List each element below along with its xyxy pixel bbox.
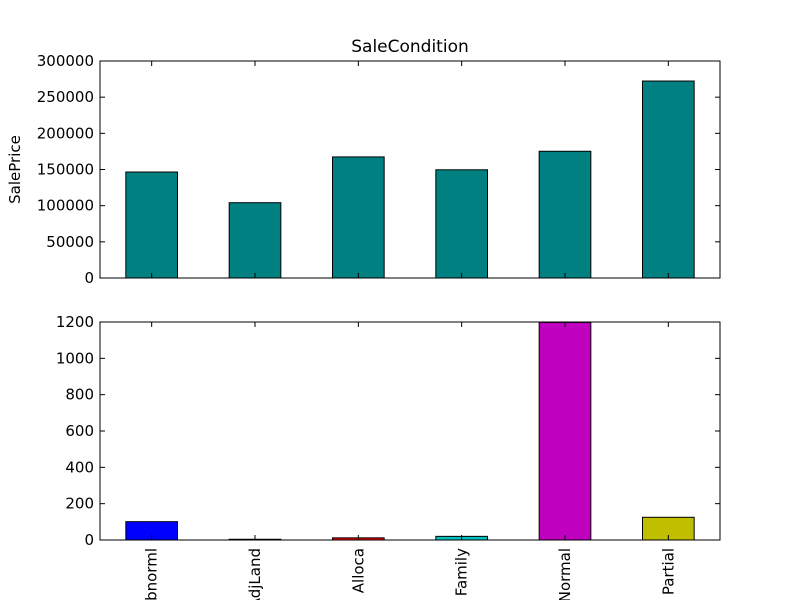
y-tick-label: 200000 [37,124,94,142]
y-tick-label: 1000 [56,349,94,367]
bar-alloca [332,156,385,279]
y-tick-label: 250000 [37,88,94,106]
y-tick-label: 600 [65,422,94,440]
chart-title: SaleCondition [351,37,469,57]
y-tick-label: 0 [84,531,94,549]
y-tick-label: 300000 [37,52,94,70]
y-tick-label: 1200 [56,313,94,331]
bar-abnorml [125,171,179,279]
bar-partial [642,80,695,279]
bar-normal [538,321,592,541]
bar-normal [538,150,592,279]
y-tick-label: 200 [65,495,94,513]
y-axis-label: SalePrice [6,135,24,204]
chart-panel-1: 0 50000 100000 150000 200000 250000 300000 Sale… [6,37,721,287]
y-tick-label: 400 [65,458,94,476]
x-tick-label-family: Family [453,548,471,596]
bar-family [435,169,489,279]
bar-adjland [228,202,282,279]
y-tick-label: 50000 [46,233,94,251]
y-tick-label: 100000 [37,197,94,215]
plot-frame [99,321,721,541]
x-tick-label-partial: Partial [659,548,677,595]
x-tick-label-adjland: AdjLand [246,548,264,600]
y-tick-label: 0 [84,269,94,287]
y-tick-label: 150000 [37,161,94,179]
x-tick-label-normal: Normal [556,548,574,600]
chart-panel-2: 0 200 400 600 800 1000 1200 Abnorml AdjLand Alloc… [56,313,721,604]
x-tick-label-abnorml: Abnorml [143,548,161,600]
x-tick-label-alloca: Alloca [349,548,367,593]
y-tick-label: 800 [65,386,94,404]
plot-frame [99,60,721,279]
